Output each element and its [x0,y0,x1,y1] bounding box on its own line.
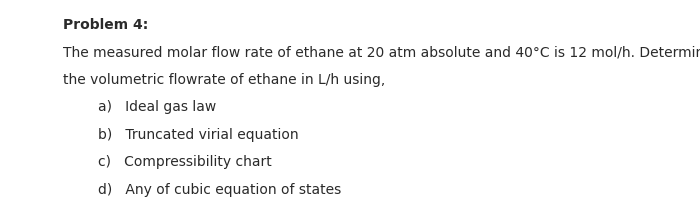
Text: Problem 4:: Problem 4: [63,18,148,32]
Text: c)   Compressibility chart: c) Compressibility chart [98,155,272,168]
Text: the volumetric flowrate of ethane in L/h using,: the volumetric flowrate of ethane in L/h… [63,73,385,87]
Text: a)   Ideal gas law: a) Ideal gas law [98,100,216,114]
Text: b)   Truncated virial equation: b) Truncated virial equation [98,127,299,141]
Text: d)   Any of cubic equation of states: d) Any of cubic equation of states [98,182,342,196]
Text: The measured molar flow rate of ethane at 20 atm absolute and 40°C is 12 mol/h. : The measured molar flow rate of ethane a… [63,45,700,59]
